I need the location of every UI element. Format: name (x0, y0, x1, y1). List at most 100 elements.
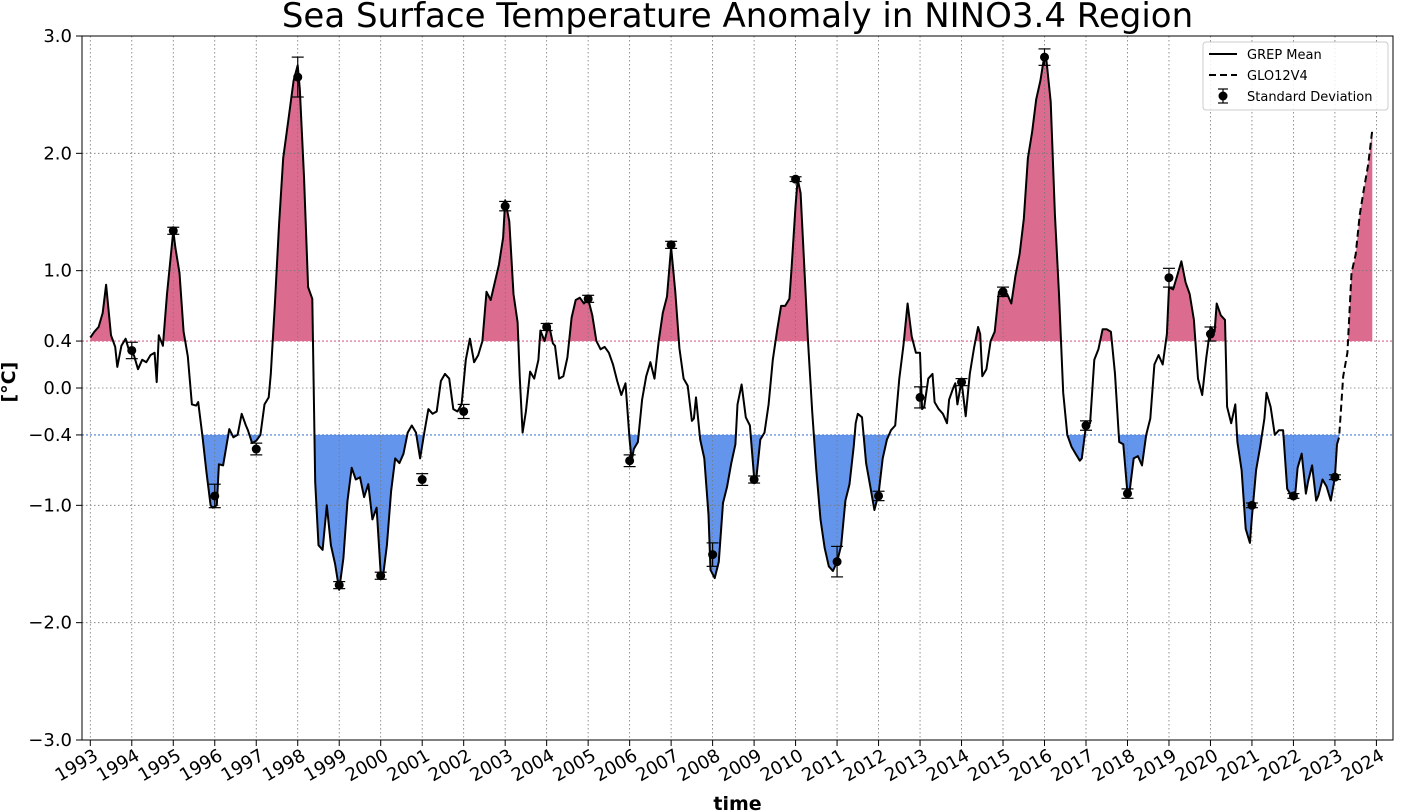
std-dev-point (208, 483, 221, 509)
std-dev-marker (376, 571, 386, 581)
std-dev-marker (293, 72, 303, 82)
x-tick-label: 2004 (508, 745, 558, 786)
std-dev-point (582, 294, 595, 304)
x-tick-label: 1994 (93, 745, 143, 786)
std-dev-marker (334, 580, 344, 590)
legend-box (1202, 41, 1389, 111)
std-dev-marker (1247, 500, 1257, 510)
legend-label: GREP Mean (1247, 48, 1322, 63)
std-dev-point (1162, 267, 1175, 288)
std-dev-marker (666, 240, 676, 250)
x-tick-label: 1997 (218, 745, 268, 786)
y-axis: −3.0 −2.0 −1.0 −0.4 0.0 0.4 1.0 2.0 3.0 (28, 26, 82, 751)
cold-anomaly-fill (863, 434, 889, 510)
legend-label: Standard Deviation (1247, 90, 1372, 105)
std-dev-marker (459, 406, 469, 416)
std-dev-marker (210, 491, 220, 501)
std-dev-point (1287, 491, 1300, 501)
x-tick-label: 1996 (176, 745, 226, 786)
warm-anomaly-fill (163, 230, 186, 342)
y-tick-label: −2.0 (28, 613, 72, 634)
std-dev-marker (251, 444, 261, 454)
x-tick-label: 2002 (425, 745, 475, 786)
x-tick-label: 2008 (674, 745, 724, 786)
x-tick-label: 2011 (798, 745, 848, 786)
std-dev-marker (1330, 472, 1340, 482)
cold-anomaly-fill (314, 434, 408, 590)
std-dev-point (706, 542, 719, 567)
std-dev-point (125, 341, 138, 360)
x-tick-label: 2018 (1089, 745, 1139, 786)
std-dev-marker (1164, 273, 1174, 283)
std-dev-marker (915, 392, 925, 402)
std-dev-point (167, 226, 180, 236)
warm-anomaly-fill (1348, 129, 1373, 342)
cold-anomaly-fill (699, 434, 736, 579)
std-dev-point (748, 475, 761, 485)
warm-anomaly-fill (1165, 261, 1196, 342)
x-tick-label: 2001 (384, 745, 434, 786)
std-dev-point (623, 454, 636, 468)
std-dev-marker (625, 456, 635, 466)
y-axis-label: [°C] (0, 362, 20, 403)
std-dev-marker (1122, 489, 1132, 499)
threshold-layer (82, 340, 1393, 436)
glo12v4-line (1336, 129, 1374, 445)
cold-anomaly-fill (1067, 434, 1085, 461)
std-dev-marker (1288, 491, 1298, 501)
x-tick-label: 2015 (964, 745, 1014, 786)
x-tick-label: 1993 (52, 745, 102, 786)
y-tick-label: 2.0 (43, 143, 72, 164)
std-dev-point (291, 56, 304, 98)
std-dev-marker (417, 475, 427, 485)
chart-title: Sea Surface Temperature Anomaly in NINO3… (282, 0, 1193, 36)
y-tick-label: 3.0 (43, 26, 72, 47)
x-tick-label: 2019 (1130, 745, 1180, 786)
std-dev-point (955, 377, 968, 387)
std-dev-point (1245, 500, 1258, 510)
std-dev-marker (998, 287, 1008, 297)
std-dev-point (1204, 326, 1217, 342)
std-dev-marker (874, 491, 884, 501)
std-dev-point (499, 200, 512, 212)
std-dev-point (997, 286, 1010, 298)
error-bar-layer (125, 48, 1341, 590)
x-tick-label: 2013 (881, 745, 931, 786)
x-tick-label: 1998 (259, 745, 309, 786)
x-tick-label: 2005 (549, 745, 599, 786)
x-tick-label: 2017 (1047, 745, 1097, 786)
legend-label: GLO12V4 (1247, 69, 1308, 84)
x-tick-label: 2012 (840, 745, 890, 786)
std-dev-point (789, 174, 802, 184)
std-dev-marker (127, 345, 137, 355)
x-tick-label: 2024 (1338, 745, 1388, 786)
x-tick-label: 2022 (1255, 745, 1305, 786)
warm-anomaly-fill (775, 179, 808, 342)
x-tick-label: 2006 (591, 745, 641, 786)
std-dev-point (457, 403, 470, 420)
std-dev-marker (542, 322, 552, 332)
y-tick-label: −3.0 (28, 730, 72, 751)
x-tick-label: 2003 (466, 745, 516, 786)
std-dev-marker (583, 294, 593, 304)
x-tick-label: 2023 (1296, 745, 1346, 786)
std-dev-marker (1081, 421, 1091, 431)
std-dev-point (250, 442, 263, 456)
y-tick-label: −1.0 (28, 495, 72, 516)
x-tick-label: 1999 (301, 745, 351, 786)
std-dev-marker (791, 174, 801, 184)
y-tick-label: −0.4 (28, 425, 72, 446)
legend-item: Standard Deviation (1218, 88, 1372, 105)
std-dev-point (872, 490, 885, 502)
std-dev-point (1038, 48, 1051, 66)
legend-marker (1218, 91, 1228, 101)
std-dev-marker (1205, 329, 1215, 339)
x-tick-label: 2000 (342, 745, 392, 786)
warm-anomaly-fill (272, 65, 313, 342)
std-dev-point (831, 545, 844, 578)
std-dev-point (333, 580, 346, 590)
std-dev-marker (500, 201, 510, 211)
std-dev-point (374, 571, 387, 581)
std-dev-marker (957, 377, 967, 387)
